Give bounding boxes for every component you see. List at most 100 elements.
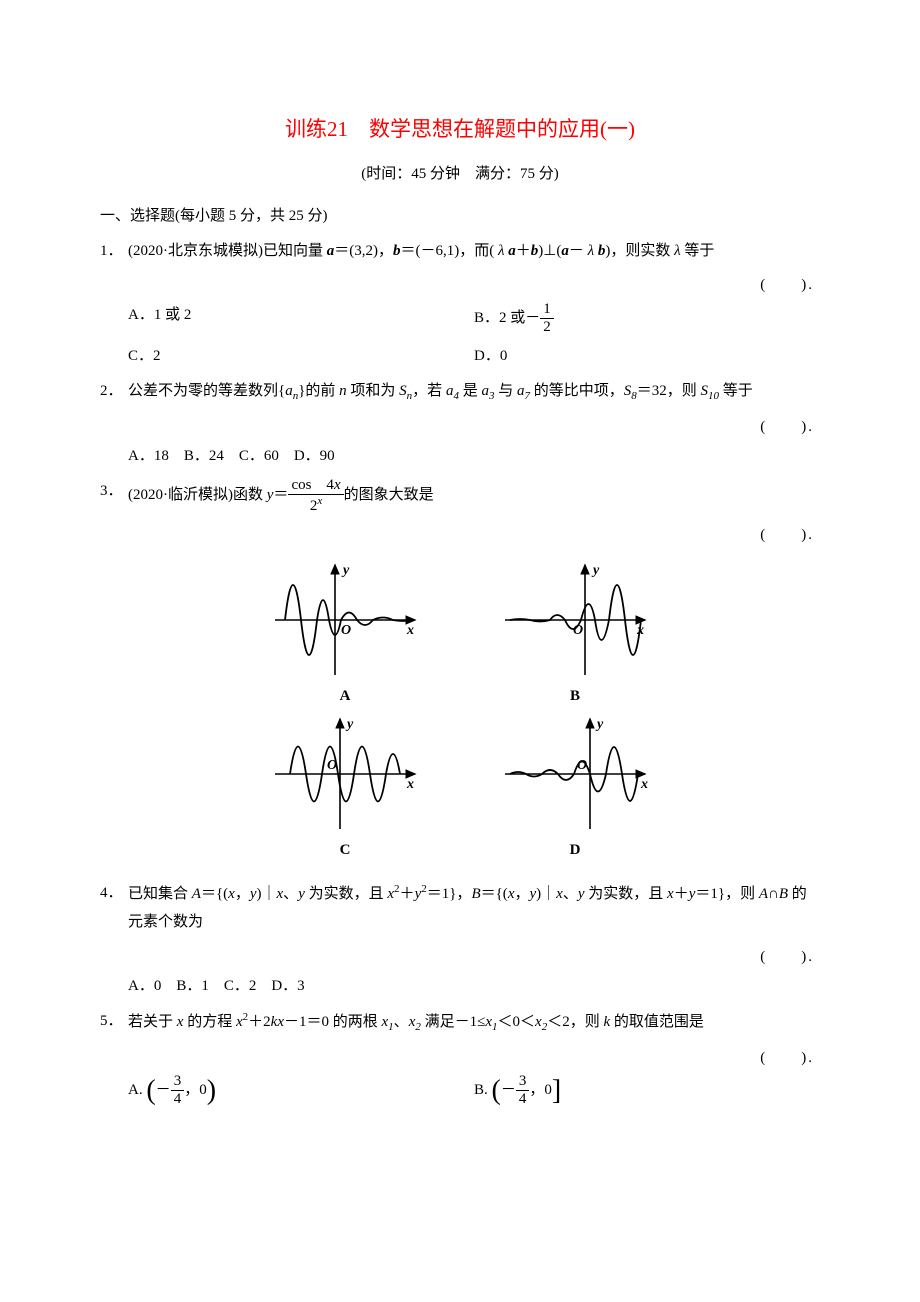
q2-options: A．18 B．24 C．60 D．90	[100, 442, 820, 471]
q4-y2: y	[298, 886, 305, 902]
q4-cap: ∩	[768, 886, 779, 902]
q4-eq1: ＝{(	[201, 886, 228, 902]
q3-blank: ( ).	[100, 521, 820, 550]
q4-blank: ( ).	[100, 943, 820, 972]
q4-m1: )｜	[257, 886, 277, 902]
q4-A2: A	[759, 886, 768, 902]
q2-n: n	[339, 383, 347, 399]
q5-m4: 、	[394, 1014, 409, 1030]
q2-pre: 公差不为零的等差数列{	[128, 383, 285, 399]
q1-b-eq: ＝(－6,1)，而(	[401, 243, 499, 259]
chart-a: y x O	[265, 560, 425, 680]
q2-m3: ，若	[412, 383, 446, 399]
chart-c: y x O	[265, 714, 425, 834]
q2-m6: 的等比中项，	[530, 383, 624, 399]
q2-m5: 与	[494, 383, 517, 399]
q2-S: S	[399, 383, 407, 399]
q5-m3: －1＝0 的两根	[284, 1014, 382, 1030]
svg-text:y: y	[345, 717, 354, 732]
lambda-2: λ	[588, 243, 595, 259]
q5B-pre: B.	[474, 1082, 488, 1098]
svg-text:x: x	[406, 623, 414, 638]
q4-options: A．0 B．1 C．2 D．3	[100, 972, 820, 1001]
q4-A: A	[192, 886, 201, 902]
q1-options-row1: A．1 或 2 B．2 或－12	[100, 301, 820, 337]
q4-x5: x	[556, 886, 563, 902]
q4-y1: y	[250, 886, 257, 902]
question-3: 3． (2020·临沂模拟)函数 y＝cos 4x2x的图象大致是	[100, 477, 820, 516]
vector-a2: a	[508, 243, 516, 259]
q5A-pre: A.	[128, 1082, 143, 1098]
q5-m1: 的方程	[183, 1014, 236, 1030]
q5-tail: 的取值范围是	[610, 1014, 704, 1030]
q5B-end: ，0	[529, 1082, 552, 1098]
q1-opt-c: C．2	[128, 342, 474, 371]
q5-opt-b: B. (－34，0]	[474, 1073, 820, 1109]
svg-text:x: x	[406, 777, 414, 792]
q5A-end: ，0	[184, 1082, 207, 1098]
q3-tail: 的图象大致是	[344, 487, 434, 503]
q3-chart-grid: y x O A y x O B y x	[100, 560, 820, 865]
q3-frac-xp: x	[317, 495, 322, 507]
q5-options: A. (－34，0) B. (－34，0]	[100, 1073, 820, 1109]
q1-optB-den: 2	[540, 319, 554, 336]
q4-B2: B	[779, 886, 788, 902]
q4-B: B	[471, 886, 480, 902]
q1-body: (2020·北京东城模拟)已知向量 a＝(3,2)，b＝(－6,1)，而( λ …	[128, 243, 714, 259]
lparen-icon-2: (	[492, 1075, 501, 1106]
svg-text:y: y	[341, 563, 350, 578]
q4-x1: x	[228, 886, 235, 902]
q4-c2: ，	[514, 886, 529, 902]
q4-plus: ＋	[400, 886, 415, 902]
q5-x7: x	[535, 1014, 542, 1030]
vector-a3: a	[561, 243, 569, 259]
svg-text:x: x	[636, 623, 644, 638]
svg-text:y: y	[595, 717, 604, 732]
q1-opt-d: D．0	[474, 342, 820, 371]
q1-number: 1．	[100, 237, 123, 266]
q2-blank: ( ).	[100, 413, 820, 442]
q5-body: 若关于 x 的方程 x2＋2kx－1＝0 的两根 x1、x2 满足－1≤x1＜0…	[128, 1014, 704, 1030]
q4-eq2: ＝{(	[481, 886, 508, 902]
q5A-d: 4	[171, 1091, 185, 1108]
q4-pre: 已知集合	[128, 886, 192, 902]
q4-m2b: 、	[563, 886, 578, 902]
q4-c1: ，	[235, 886, 250, 902]
q5-m2: ＋2	[248, 1014, 271, 1030]
q1-end: )，则实数	[605, 243, 674, 259]
q2-m7: ＝32，则	[637, 383, 701, 399]
q5B-n: 3	[516, 1073, 530, 1091]
q1-optB-pre: B．2 或－	[474, 310, 540, 326]
svg-text:O: O	[577, 758, 587, 773]
page-title: 训练21 数学思想在解题中的应用(一)	[100, 110, 820, 150]
rbracket-icon: ]	[552, 1075, 561, 1106]
q2-S10s: 10	[708, 390, 719, 402]
q1-blank: ( ).	[100, 271, 820, 300]
q1-opt-a: A．1 或 2	[128, 301, 474, 337]
section-1-heading: 一、选择题(每小题 5 分，共 25 分)	[100, 202, 820, 231]
q1-text-pre: (2020·北京东城模拟)已知向量	[128, 243, 327, 259]
chart-b: y x O	[495, 560, 655, 680]
q4-m2: 、	[283, 886, 298, 902]
question-4: 4． 已知集合 A＝{(x，y)｜x、y 为实数，且 x2＋y2＝1}，B＝{(…	[100, 879, 820, 937]
q3-frac-d: 2x	[288, 495, 343, 515]
q1-options-row2: C．2 D．0	[100, 342, 820, 371]
q4-real2: 为实数，且	[585, 886, 668, 902]
q3-frac-n: cos 4x	[288, 477, 343, 495]
q1-optB-num: 1	[540, 301, 554, 319]
q3-eq: ＝	[273, 487, 288, 503]
q4-m1b: )｜	[536, 886, 556, 902]
question-5: 5． 若关于 x 的方程 x2＋2kx－1＝0 的两根 x1、x2 满足－1≤x…	[100, 1007, 820, 1038]
q5-x3: x	[277, 1014, 284, 1030]
q4-body: 已知集合 A＝{(x，y)｜x、y 为实数，且 x2＋y2＝1}，B＝{(x，y…	[128, 886, 807, 931]
q2-m4: 是	[459, 383, 482, 399]
q5-pre: 若关于	[128, 1014, 177, 1030]
chart-d-label: D	[495, 836, 655, 865]
q2-an: a	[285, 383, 293, 399]
q1-a-eq: ＝(3,2)，	[334, 243, 393, 259]
q5B-d: 4	[516, 1091, 530, 1108]
page-subtitle: (时间：45 分钟 满分：75 分)	[100, 160, 820, 189]
q4-real1: 为实数，且	[305, 886, 388, 902]
svg-text:O: O	[327, 758, 337, 773]
q5-x6: x	[485, 1014, 492, 1030]
